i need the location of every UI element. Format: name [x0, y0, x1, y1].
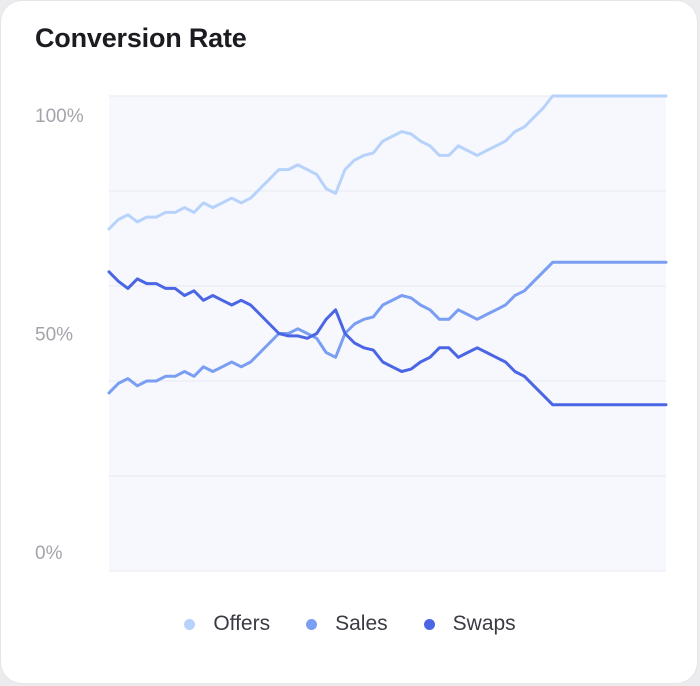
y-tick-label: 0%	[35, 543, 63, 564]
legend-dot-icon	[184, 618, 196, 630]
series-line-swaps	[107, 270, 668, 407]
line-chart: 0% 50% 100%	[35, 94, 668, 572]
legend-label: Offers	[213, 612, 271, 635]
legend: Offers Sales Swaps	[1, 612, 699, 636]
series-line-offers	[107, 94, 668, 231]
legend-dot-icon	[306, 618, 318, 630]
legend-item-offers: Offers	[184, 612, 270, 636]
legend-item-sales: Sales	[306, 612, 388, 636]
legend-item-swaps: Swaps	[423, 612, 516, 636]
y-tick-label: 100%	[35, 106, 84, 127]
series-lines	[107, 94, 668, 407]
series-line-sales	[107, 260, 668, 395]
legend-label: Swaps	[452, 612, 516, 635]
legend-dot-icon	[423, 618, 435, 630]
legend-label: Sales	[335, 612, 388, 635]
y-tick-label: 50%	[35, 325, 73, 346]
y-axis-tick-labels: 0% 50% 100%	[35, 106, 84, 564]
plot-background	[109, 96, 666, 571]
chart-title: Conversion Rate	[35, 23, 247, 53]
